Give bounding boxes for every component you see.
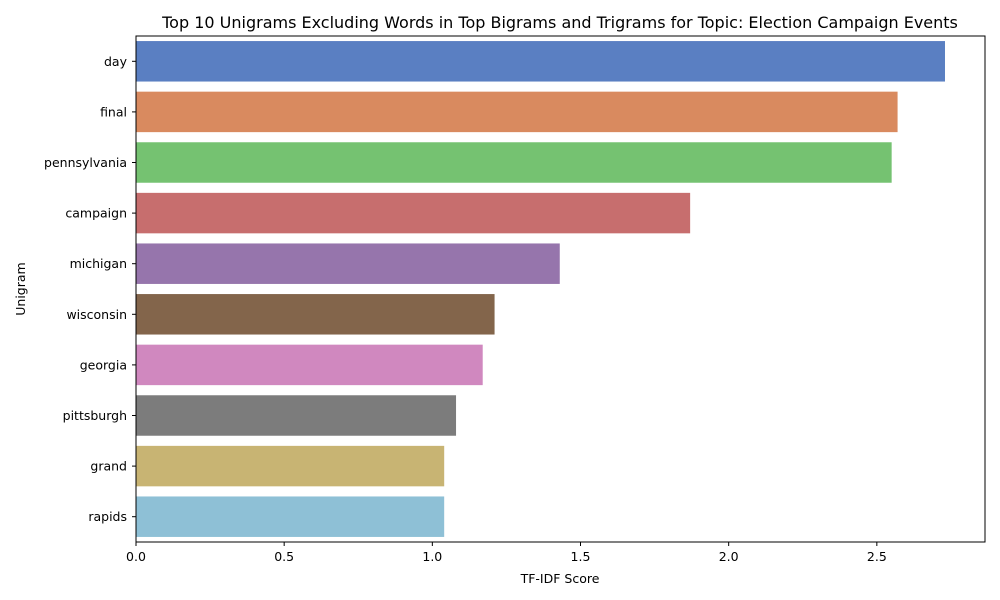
y-tick-label-rapids: rapids (88, 509, 127, 524)
bar-wisconsin (136, 294, 495, 335)
plot-frame (135, 35, 986, 543)
y-tick-label-campaign: campaign (65, 206, 127, 221)
x-tick-label: 0.0 (126, 549, 146, 564)
y-tick-label-final: final (100, 104, 127, 119)
bar-pittsburgh (136, 395, 457, 436)
x-axis-ticks: 0.0 0.5 1.0 1.5 2.0 2.5 (126, 542, 887, 564)
bar-day (136, 41, 945, 82)
chart-title: Top 10 Unigrams Excluding Words in Top B… (161, 13, 958, 32)
bar-michigan (136, 243, 560, 284)
y-axis-ticks: day final pennsylvania campaign michigan wisc… (44, 54, 136, 524)
bar-campaign (136, 192, 691, 234)
y-tick-label-wisconsin: wisconsin (66, 307, 127, 322)
y-tick-label-pennsylvania: pennsylvania (44, 155, 127, 170)
x-tick-label: 2.0 (719, 549, 739, 564)
bar-pennsylvania (136, 142, 892, 183)
bar-rapids (136, 496, 445, 537)
bar-grand (136, 445, 445, 487)
bar-final (136, 91, 898, 133)
x-tick-label: 2.5 (867, 549, 887, 564)
bar-georgia (136, 344, 483, 386)
y-axis-label: Unigram (13, 262, 28, 315)
x-axis-label: TF-IDF Score (520, 571, 600, 586)
y-tick-label-grand: grand (90, 459, 127, 474)
x-tick-label: 1.5 (571, 549, 591, 564)
y-tick-label-georgia: georgia (80, 357, 127, 372)
y-tick-label-michigan: michigan (70, 256, 127, 271)
axis-spines (135, 35, 986, 543)
x-tick-label: 1.0 (422, 549, 442, 564)
y-tick-label-pittsburgh: pittsburgh (63, 408, 127, 423)
y-tick-label-day: day (104, 54, 128, 69)
bars-group (136, 41, 945, 537)
x-tick-label: 0.5 (274, 549, 294, 564)
